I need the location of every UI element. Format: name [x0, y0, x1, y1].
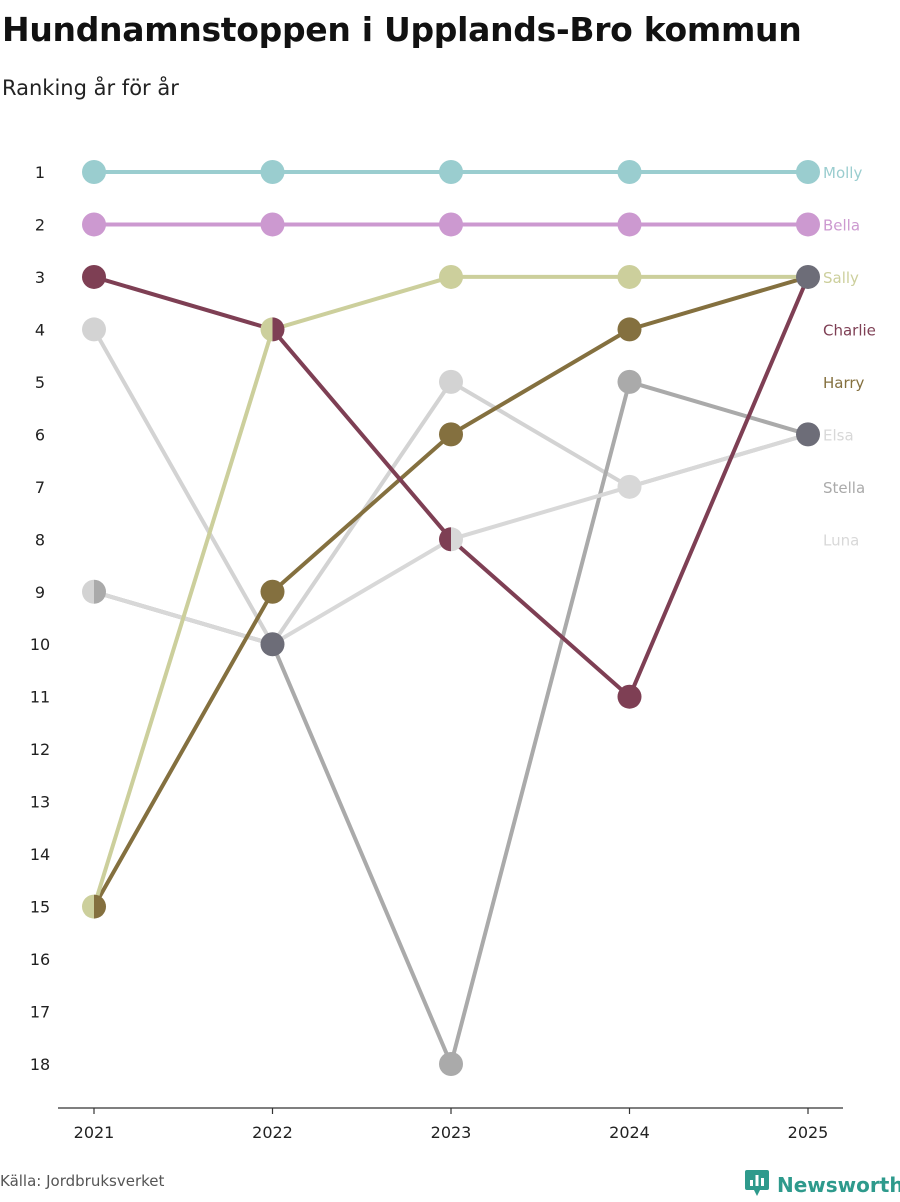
y-tick-label: 2 [35, 215, 45, 234]
source-text: Källa: Jordbruksverket [0, 1172, 165, 1190]
brand-logo[interactable]: Newsworthy [744, 1168, 900, 1202]
series-lines [92, 170, 810, 1066]
rank-marker [82, 212, 106, 237]
y-tick-label: 12 [30, 740, 50, 759]
series-line-stella [92, 379, 810, 1066]
end-label-sally: Sally [823, 269, 859, 287]
y-tick-label: 18 [30, 1055, 50, 1074]
rank-marker [439, 160, 463, 184]
end-label-elsa: Elsa [823, 426, 854, 444]
rank-marker [796, 422, 820, 447]
y-tick-label: 15 [30, 898, 50, 917]
chart-subtitle: Ranking år för år [2, 76, 179, 100]
rank-marker [82, 160, 106, 184]
y-tick-label: 10 [30, 635, 50, 654]
end-labels: Molly Bella Sally Charlie Harry Elsa Stella Lun… [823, 164, 876, 549]
rank-marker [260, 160, 285, 184]
rank-marker-left-half [439, 527, 451, 552]
series-line-charlie [92, 274, 810, 699]
rank-marker [617, 369, 642, 394]
rank-marker [260, 632, 285, 657]
x-tick-label: 2023 [431, 1123, 472, 1142]
rank-marker [260, 212, 285, 237]
y-tick-label: 16 [30, 950, 50, 969]
rank-marker [617, 264, 642, 289]
rank-marker-right-half [451, 527, 464, 552]
rank-markers [82, 160, 820, 1076]
rank-marker [439, 264, 463, 289]
y-tick-label: 6 [35, 425, 45, 444]
rank-marker [796, 264, 820, 289]
brand-name: Newsworthy [777, 1173, 900, 1197]
rank-marker [617, 160, 642, 184]
rank-marker [439, 212, 463, 237]
rank-marker [617, 212, 642, 237]
x-tick-label: 2021 [74, 1123, 115, 1142]
rank-marker [439, 369, 463, 394]
y-tick-label: 1 [35, 163, 45, 182]
y-tick-label: 13 [30, 793, 50, 812]
y-tick-label: 14 [30, 845, 50, 864]
end-label-bella: Bella [823, 216, 860, 234]
rank-marker [439, 1052, 463, 1076]
rank-marker [796, 212, 820, 237]
y-tick-label: 7 [35, 478, 45, 497]
rank-marker-right-half [94, 579, 107, 604]
rank-marker [82, 317, 106, 342]
rank-marker [796, 160, 820, 184]
y-tick-label: 4 [35, 320, 45, 339]
rank-marker [82, 264, 106, 289]
y-tick-label: 17 [30, 1003, 50, 1022]
x-tick-label: 2024 [609, 1123, 650, 1142]
end-label-charlie: Charlie [823, 321, 876, 339]
rank-marker [617, 317, 642, 342]
x-tick-label: 2022 [252, 1123, 293, 1142]
rank-marker [617, 684, 642, 709]
rank-marker [617, 474, 642, 499]
y-tick-label: 5 [35, 373, 45, 392]
rank-marker-left-half [260, 317, 273, 342]
y-tick-label: 3 [35, 268, 45, 287]
rank-marker-left-half [82, 579, 94, 604]
x-tick-label: 2025 [788, 1123, 829, 1142]
end-label-molly: Molly [823, 164, 862, 182]
rank-marker-right-half [272, 317, 285, 342]
rank-marker-left-half [82, 894, 94, 919]
chart-title: Hundnamnstoppen i Upplands-Bro kommun [2, 10, 802, 49]
y-tick-label: 11 [30, 688, 50, 707]
end-label-harry: Harry [823, 374, 865, 392]
end-label-luna: Luna [823, 531, 859, 549]
x-axis: 2021 2022 2023 2024 2025 [58, 1107, 843, 1142]
rank-marker [439, 422, 463, 447]
y-tick-label: 8 [35, 530, 45, 549]
rank-marker-right-half [94, 894, 107, 919]
rank-marker [260, 579, 285, 604]
end-label-stella: Stella [823, 479, 865, 497]
bar-chart-logo-icon [744, 1168, 770, 1202]
y-tick-label: 9 [35, 583, 45, 602]
